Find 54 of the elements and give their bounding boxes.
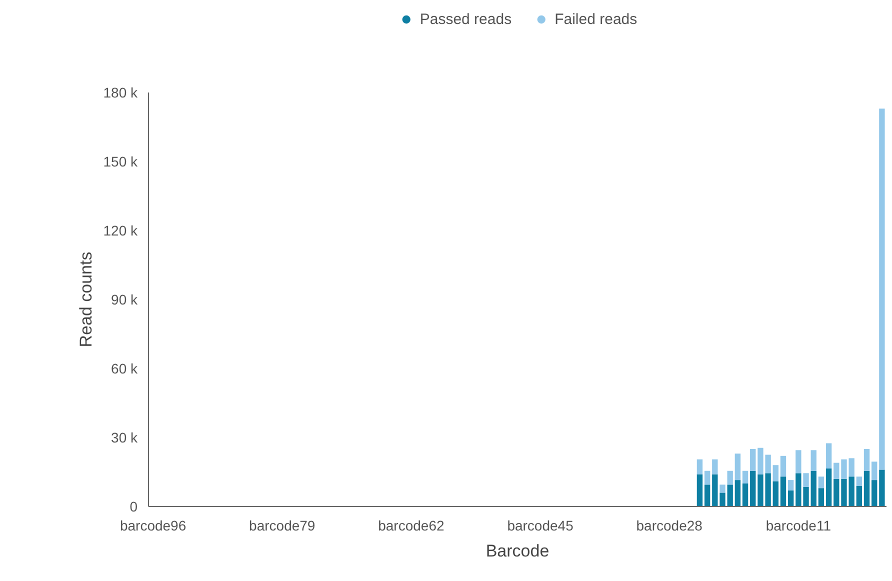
x-tick-label: barcode11	[766, 518, 832, 534]
bar	[742, 484, 748, 506]
bar	[750, 449, 756, 471]
legend-label: Passed reads	[420, 10, 512, 28]
x-tick-label: barcode28	[636, 518, 703, 534]
bar	[780, 476, 786, 506]
bar	[834, 462, 840, 479]
bar	[734, 454, 741, 480]
bar	[879, 108, 885, 470]
bar	[879, 470, 885, 506]
bar	[872, 462, 878, 480]
bar	[796, 450, 802, 474]
bar	[750, 470, 756, 506]
y-tick-label: 180 k	[103, 84, 138, 100]
bar	[712, 459, 718, 474]
bar	[742, 470, 748, 484]
y-tick-label: 90 k	[111, 292, 138, 308]
bar	[834, 478, 840, 506]
x-tick-label: barcode45	[507, 518, 574, 534]
bar	[864, 449, 870, 471]
y-tick-label: 30 k	[111, 430, 138, 446]
bar	[826, 443, 832, 469]
bar	[772, 465, 778, 482]
bar	[704, 484, 710, 506]
bar	[872, 480, 878, 506]
bar	[826, 468, 832, 506]
y-axis-title: Read counts	[76, 252, 96, 348]
bar	[696, 459, 703, 474]
bar	[818, 476, 824, 488]
bar	[856, 476, 862, 486]
y-tick-label: 120 k	[103, 222, 138, 238]
bar	[696, 474, 703, 506]
bar	[788, 480, 794, 490]
x-tick-label: barcode62	[378, 518, 444, 534]
bar	[856, 486, 862, 506]
y-tick-label: 0	[130, 498, 138, 514]
bar	[734, 480, 741, 506]
y-tick-label: 150 k	[103, 154, 138, 170]
x-tick-label: barcode96	[120, 518, 186, 534]
bar	[818, 488, 824, 506]
bar	[704, 470, 710, 485]
bar	[810, 450, 816, 471]
bar	[810, 470, 816, 506]
bar	[727, 470, 733, 485]
bar	[720, 484, 726, 493]
x-axis-title: Barcode	[486, 542, 550, 560]
bar	[772, 481, 778, 506]
x-tick-label: barcode79	[249, 518, 316, 534]
y-tick-label: 60 k	[111, 360, 138, 376]
bar	[803, 473, 809, 487]
bar	[788, 490, 794, 506]
bar	[780, 456, 786, 477]
bar	[864, 470, 870, 506]
legend-label: Failed reads	[554, 10, 638, 28]
